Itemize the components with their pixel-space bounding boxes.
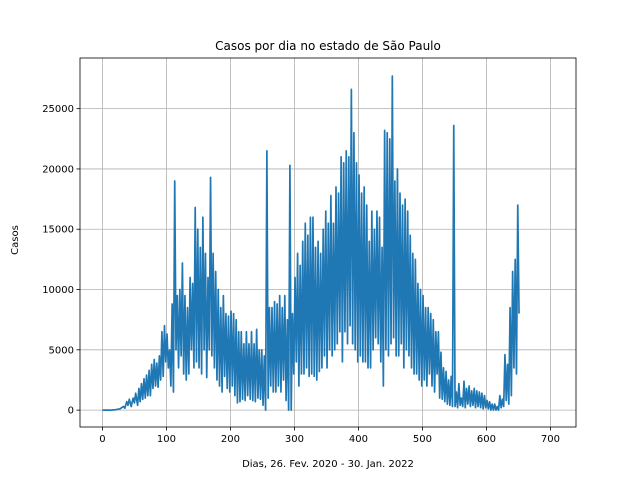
- x-tick-label: 300: [285, 434, 304, 445]
- x-tick-label: 0: [99, 434, 105, 445]
- x-axis-label: Dias, 26. Fev. 2020 - 30. Jan. 2022: [242, 459, 414, 470]
- x-tick-label: 100: [157, 434, 176, 445]
- y-tick-label: 0: [68, 406, 74, 417]
- series-group: [102, 75, 520, 411]
- x-axis-ticks: 0 100 200 300 400 500 600 700: [99, 427, 560, 445]
- y-axis-ticks: 0 5000 10000 15000 20000 25000: [42, 104, 80, 417]
- x-tick-label: 700: [541, 434, 560, 445]
- x-tick-label: 600: [477, 434, 496, 445]
- chart-title: Casos por dia no estado de São Paulo: [215, 39, 441, 53]
- y-tick-label: 5000: [49, 345, 74, 356]
- plot-frame: [79, 57, 577, 428]
- x-tick-label: 400: [349, 434, 368, 445]
- y-axis-label: Casos: [10, 225, 21, 255]
- series-line: [102, 75, 520, 411]
- x-tick-label: 200: [221, 434, 240, 445]
- y-tick-label: 15000: [42, 225, 74, 236]
- y-tick-label: 25000: [42, 104, 74, 115]
- y-tick-label: 10000: [42, 285, 74, 296]
- x-tick-label: 500: [413, 434, 432, 445]
- y-tick-label: 20000: [42, 164, 74, 175]
